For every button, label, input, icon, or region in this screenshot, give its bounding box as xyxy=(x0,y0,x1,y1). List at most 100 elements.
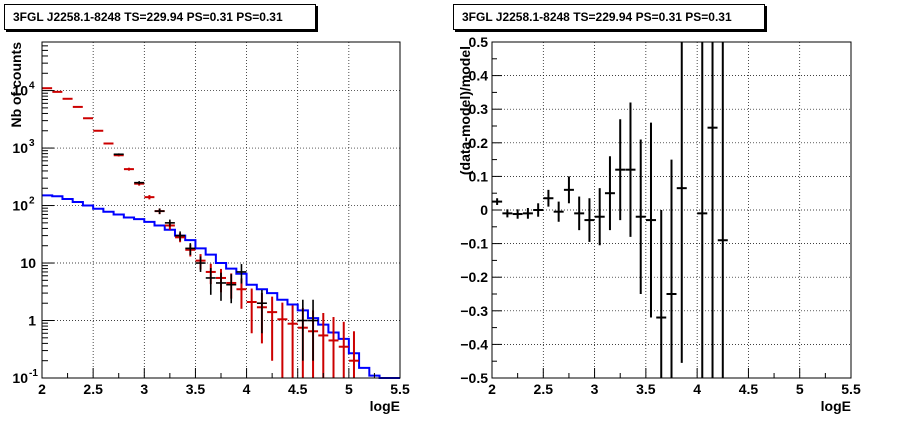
data-point xyxy=(226,274,237,304)
x-tick-label: 2 xyxy=(38,381,46,397)
y-tick-label: 10 xyxy=(20,255,36,271)
model-point xyxy=(348,331,359,378)
y-tick-label: 0.5 xyxy=(469,34,489,50)
residual-points xyxy=(492,42,728,378)
x-tick-label: 3 xyxy=(591,381,599,397)
x-tick-label: 5.5 xyxy=(841,381,861,397)
y-tick-label: 0.1 xyxy=(469,168,489,184)
model-point xyxy=(144,195,155,200)
model-point xyxy=(93,129,104,132)
y-tick-label: 0 xyxy=(480,202,488,218)
data-point xyxy=(154,208,165,215)
residual-point xyxy=(656,210,667,378)
data-point xyxy=(236,264,247,284)
model-point xyxy=(328,317,339,378)
y-tick-label: 0.2 xyxy=(469,135,489,151)
data-point xyxy=(113,153,124,156)
model-point xyxy=(338,321,349,378)
residual-point xyxy=(666,159,677,378)
residual-point xyxy=(533,203,544,217)
model-point xyxy=(72,105,83,108)
data-point xyxy=(175,231,186,241)
chart-title: 3FGL J2258.1-8248 TS=229.94 PS=0.31 PS=0… xyxy=(4,4,316,30)
residual-point xyxy=(584,198,595,242)
x-tick-label: 3.5 xyxy=(186,381,206,397)
residual-point xyxy=(492,198,503,205)
residual-point xyxy=(697,42,708,378)
data-point xyxy=(216,272,226,301)
y-tick-label: 0.4 xyxy=(469,68,489,84)
data-points xyxy=(113,153,319,361)
x-tick-label: 5.5 xyxy=(390,381,410,397)
x-axis-label: logE xyxy=(370,398,400,414)
y-tick-label: 1 xyxy=(28,313,36,329)
grid xyxy=(42,42,400,378)
data-point xyxy=(205,267,216,295)
x-tick-label: 3.5 xyxy=(636,381,656,397)
x-tick-label: 2.5 xyxy=(534,381,554,397)
model-point xyxy=(42,87,53,90)
x-tick-label: 5 xyxy=(796,381,804,397)
y-tick-exponent: 2 xyxy=(29,196,35,207)
data-point xyxy=(256,289,267,334)
residual-point xyxy=(512,209,523,219)
model-points xyxy=(42,87,359,378)
x-axis-label: logE xyxy=(821,398,851,414)
residual-point xyxy=(522,207,533,219)
x-tick-label: 2.5 xyxy=(83,381,103,397)
grid xyxy=(492,42,851,378)
residual-point xyxy=(676,42,687,363)
residual-point xyxy=(594,188,605,246)
model-step-line xyxy=(42,194,400,379)
data-point xyxy=(297,299,308,361)
data-point xyxy=(185,243,196,255)
model-point xyxy=(277,302,288,378)
data-point xyxy=(164,219,175,227)
y-tick-label: −0.2 xyxy=(460,269,488,285)
x-tick-label: 4.5 xyxy=(288,381,308,397)
residual-point xyxy=(645,122,656,318)
x-tick-label: 3 xyxy=(140,381,148,397)
residual-point xyxy=(625,102,636,237)
y-tick-label: −0.5 xyxy=(460,370,488,386)
x-tick-label: 4 xyxy=(243,381,251,397)
residual-point xyxy=(717,42,728,378)
model-point xyxy=(318,313,329,378)
y-tick-exponent: -1 xyxy=(29,368,38,379)
model-point xyxy=(62,97,73,100)
y-tick-label: −0.3 xyxy=(460,303,488,319)
residual-point xyxy=(574,196,585,231)
residual-point xyxy=(604,156,615,231)
plot-frame xyxy=(41,41,401,379)
x-tick-label: 4.5 xyxy=(739,381,759,397)
y-tick-label: −0.4 xyxy=(460,336,488,352)
y-tick-exponent: 3 xyxy=(29,138,35,149)
data-point xyxy=(308,299,319,361)
residual-point xyxy=(563,176,574,204)
model-point xyxy=(287,305,298,378)
residual-point xyxy=(543,189,554,207)
residual-point xyxy=(635,139,646,294)
model-point xyxy=(123,167,134,171)
y-tick-label: 10 xyxy=(12,198,28,214)
model-point xyxy=(83,117,94,120)
y-tick-label: 10 xyxy=(12,83,28,99)
model-point xyxy=(52,90,63,93)
x-tick-label: 4 xyxy=(693,381,701,397)
residual-point xyxy=(553,201,564,222)
y-axis-label: (data-model)/model xyxy=(457,46,473,175)
y-axis-label: Nb of counts xyxy=(8,42,24,128)
residual-point xyxy=(707,42,718,378)
model-point xyxy=(103,142,114,145)
y-tick-label: 10 xyxy=(12,370,28,386)
x-tick-label: 2 xyxy=(488,381,496,397)
data-point xyxy=(134,181,145,185)
y-tick-label: −0.1 xyxy=(460,236,488,252)
model-point xyxy=(267,296,278,361)
model-point xyxy=(246,288,257,334)
y-tick-label: 0.3 xyxy=(469,101,489,117)
chart-title: 3FGL J2258.1-8248 TS=229.94 PS=0.31 PS=0… xyxy=(453,4,765,30)
residual-point xyxy=(615,119,626,221)
y-tick-label: 10 xyxy=(12,140,28,156)
